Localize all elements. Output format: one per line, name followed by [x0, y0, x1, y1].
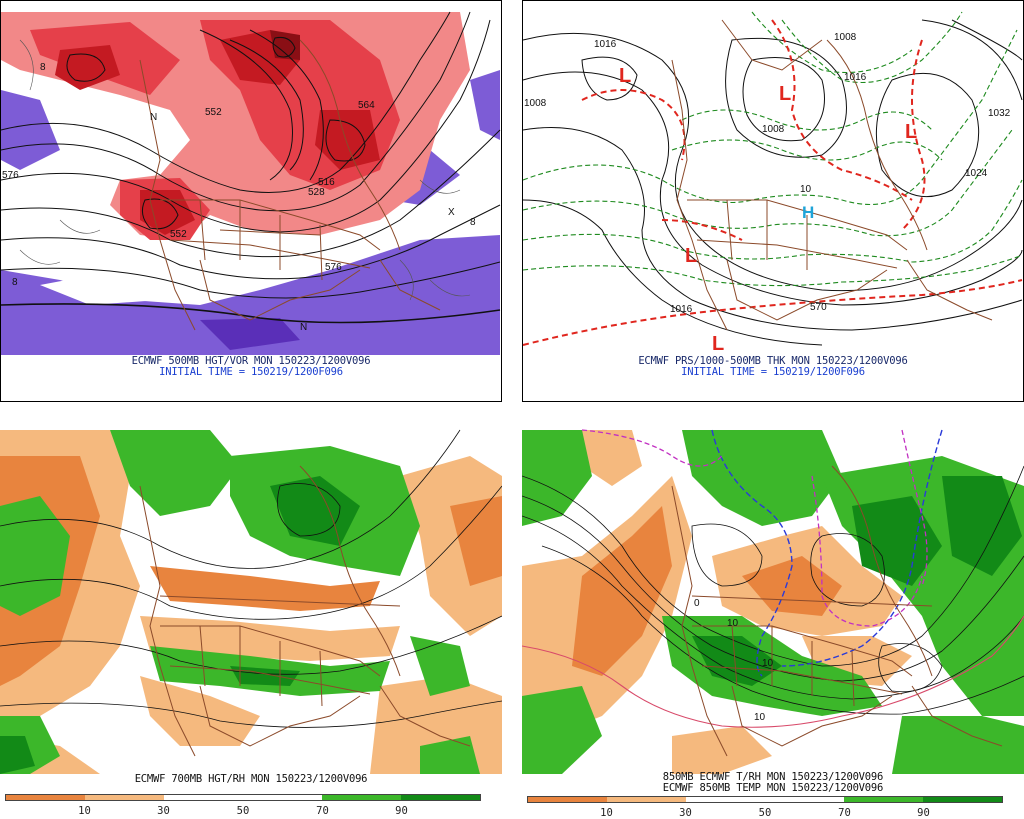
- contour-label: 552: [170, 229, 187, 240]
- colorbar-tick: 30: [679, 807, 692, 819]
- contour-label: 564: [358, 100, 375, 111]
- contour-label: 576: [325, 262, 342, 273]
- high-pressure-symbol: H: [802, 203, 814, 222]
- contour-label: 552: [205, 107, 222, 118]
- map-mslp-thickness: L L L L L H 1016 1008 1008 1016 1024 103…: [522, 11, 1023, 355]
- contour-label: N: [150, 112, 157, 123]
- map-850mb-temp-rh: 10 10 10 0: [522, 429, 1024, 774]
- isobar-label: 1008: [834, 32, 857, 43]
- moist-region: [110, 430, 240, 516]
- panel-pressure-thickness: L L L L L H 1016 1008 1008 1016 1024 103…: [522, 0, 1024, 402]
- low-pressure-symbol: L: [712, 333, 724, 355]
- isotherm-label: 10: [727, 618, 739, 629]
- contour-label: 516: [318, 177, 335, 188]
- isobar-label: 1008: [524, 98, 547, 109]
- colorbar-ticks: 10 30 50 70 90: [5, 805, 481, 817]
- panel-title: ECMWF 500MB HGT/VOR MON 150223/1200V096: [131, 355, 371, 367]
- contour-label: X: [448, 207, 455, 218]
- colorbar-tick: 90: [917, 807, 930, 819]
- moist-region: [410, 636, 470, 696]
- neg-vort-region: [470, 70, 500, 140]
- panel-850mb-temp-rh: 10 10 10 0 850MB ECMWF T/RH MON 150223/1…: [522, 416, 1024, 819]
- low-pressure-symbol: L: [685, 245, 697, 267]
- rh-colorbar: [527, 796, 1003, 803]
- low-pressure-symbol: L: [619, 65, 631, 87]
- colorbar-ticks: 10 30 50 70 90: [527, 807, 1003, 819]
- contour-label: 8: [470, 217, 476, 228]
- colorbar-tick: 90: [395, 805, 408, 817]
- low-pressure-symbol: L: [905, 121, 917, 143]
- panel-title: ECMWF 700MB HGT/RH MON 150223/1200V096: [134, 773, 368, 785]
- contour-label: 528: [308, 187, 325, 198]
- colorbar-tick: 10: [78, 805, 91, 817]
- contour-label: N: [300, 322, 307, 333]
- isotherm-label: 10: [754, 712, 766, 723]
- panel-title-secondary: ECMWF 850MB TEMP MON 150223/1200V096: [662, 782, 884, 794]
- isotherm-label: 0: [694, 598, 700, 609]
- isobar-label: 1016: [670, 304, 693, 315]
- isotherm-label: 10: [762, 658, 774, 669]
- isobar-label: 1032: [988, 108, 1011, 119]
- contour-label: 8: [40, 62, 46, 73]
- panel-subtitle: INITIAL TIME = 150219/1200F096: [159, 366, 343, 378]
- panel-title: ECMWF PRS/1000-500MB THK MON 150223/1200…: [638, 355, 908, 367]
- neg-vort-region: [1, 90, 60, 170]
- neg-vort-region: [1, 235, 500, 355]
- map-700mb-rh: [0, 429, 502, 774]
- low-pressure-symbol: L: [779, 83, 791, 105]
- moist-region: [0, 496, 70, 616]
- isobar-label: 1016: [594, 39, 617, 50]
- contour-label: 8: [12, 277, 18, 288]
- colorbar-tick: 70: [838, 807, 851, 819]
- neg-vort-region: [200, 318, 300, 350]
- colorbar-tick: 30: [157, 805, 170, 817]
- isobar-label: 1008: [762, 124, 785, 135]
- contour-label: 576: [2, 170, 19, 181]
- colorbar-tick: 70: [316, 805, 329, 817]
- isobar-label: 1024: [965, 168, 988, 179]
- panel-subtitle: INITIAL TIME = 150219/1200F096: [681, 366, 865, 378]
- panel-title: 850MB ECMWF T/RH MON 150223/1200V096: [662, 771, 884, 783]
- colorbar-tick: 10: [600, 807, 613, 819]
- colorbar-tick: 50: [236, 805, 250, 817]
- panel-500mb-hgt-vor: 552 552 576 576 564 516 528 8 8 8 N N X …: [0, 0, 502, 402]
- thickness-label: 10: [800, 184, 812, 195]
- thickness-label: 570: [810, 302, 827, 313]
- panel-700mb-hgt-rh: ECMWF 700MB HGT/RH MON 150223/1200V096 1…: [0, 416, 502, 819]
- isobar-label: 1016: [844, 72, 867, 83]
- colorbar-tick: 50: [758, 807, 772, 819]
- map-500mb-vorticity: 552 552 576 576 564 516 528 8 8 8 N N X: [0, 11, 501, 355]
- rh-colorbar: [5, 794, 481, 801]
